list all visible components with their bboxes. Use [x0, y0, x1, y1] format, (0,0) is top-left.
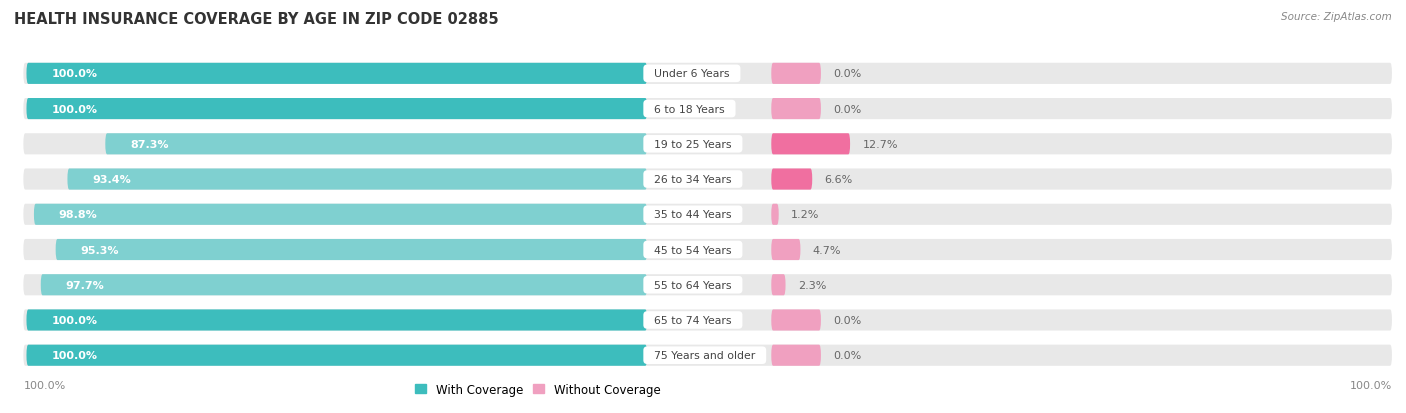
FancyBboxPatch shape [772, 134, 851, 155]
Text: 93.4%: 93.4% [93, 175, 131, 185]
FancyBboxPatch shape [772, 99, 821, 120]
Legend: With Coverage, Without Coverage: With Coverage, Without Coverage [411, 378, 665, 401]
Text: 6 to 18 Years: 6 to 18 Years [647, 104, 731, 114]
FancyBboxPatch shape [24, 345, 1392, 366]
Text: 2.3%: 2.3% [799, 280, 827, 290]
FancyBboxPatch shape [67, 169, 647, 190]
FancyBboxPatch shape [27, 99, 647, 120]
Text: 97.7%: 97.7% [66, 280, 104, 290]
Text: 75 Years and older: 75 Years and older [647, 350, 762, 361]
Text: 26 to 34 Years: 26 to 34 Years [647, 175, 738, 185]
FancyBboxPatch shape [24, 99, 1392, 120]
Text: 1.2%: 1.2% [792, 210, 820, 220]
Text: 4.7%: 4.7% [813, 245, 841, 255]
FancyBboxPatch shape [772, 64, 821, 85]
Text: 35 to 44 Years: 35 to 44 Years [647, 210, 738, 220]
FancyBboxPatch shape [34, 204, 647, 225]
Text: 6.6%: 6.6% [825, 175, 853, 185]
FancyBboxPatch shape [772, 169, 813, 190]
Text: 87.3%: 87.3% [131, 140, 169, 150]
Text: 98.8%: 98.8% [59, 210, 97, 220]
Text: Source: ZipAtlas.com: Source: ZipAtlas.com [1281, 12, 1392, 22]
Text: 0.0%: 0.0% [834, 69, 862, 79]
Text: HEALTH INSURANCE COVERAGE BY AGE IN ZIP CODE 02885: HEALTH INSURANCE COVERAGE BY AGE IN ZIP … [14, 12, 499, 27]
FancyBboxPatch shape [27, 310, 647, 331]
Text: 0.0%: 0.0% [834, 315, 862, 325]
Text: 95.3%: 95.3% [80, 245, 120, 255]
FancyBboxPatch shape [24, 64, 1392, 85]
FancyBboxPatch shape [772, 204, 779, 225]
FancyBboxPatch shape [24, 169, 1392, 190]
Text: 19 to 25 Years: 19 to 25 Years [647, 140, 738, 150]
FancyBboxPatch shape [772, 345, 821, 366]
Text: 100.0%: 100.0% [24, 380, 66, 390]
FancyBboxPatch shape [24, 240, 1392, 261]
Text: 12.7%: 12.7% [862, 140, 898, 150]
Text: 55 to 64 Years: 55 to 64 Years [647, 280, 738, 290]
FancyBboxPatch shape [105, 134, 647, 155]
Text: 65 to 74 Years: 65 to 74 Years [647, 315, 738, 325]
FancyBboxPatch shape [24, 310, 1392, 331]
FancyBboxPatch shape [27, 64, 647, 85]
Text: Under 6 Years: Under 6 Years [647, 69, 737, 79]
Text: 100.0%: 100.0% [51, 104, 97, 114]
FancyBboxPatch shape [772, 310, 821, 331]
FancyBboxPatch shape [24, 204, 1392, 225]
Text: 0.0%: 0.0% [834, 104, 862, 114]
Text: 0.0%: 0.0% [834, 350, 862, 361]
Text: 45 to 54 Years: 45 to 54 Years [647, 245, 738, 255]
Text: 100.0%: 100.0% [51, 350, 97, 361]
FancyBboxPatch shape [56, 240, 647, 261]
FancyBboxPatch shape [24, 134, 1392, 155]
FancyBboxPatch shape [27, 345, 647, 366]
FancyBboxPatch shape [24, 275, 1392, 296]
FancyBboxPatch shape [41, 275, 647, 296]
FancyBboxPatch shape [772, 275, 786, 296]
FancyBboxPatch shape [772, 240, 800, 261]
Text: 100.0%: 100.0% [51, 69, 97, 79]
Text: 100.0%: 100.0% [1350, 380, 1392, 390]
Text: 100.0%: 100.0% [51, 315, 97, 325]
